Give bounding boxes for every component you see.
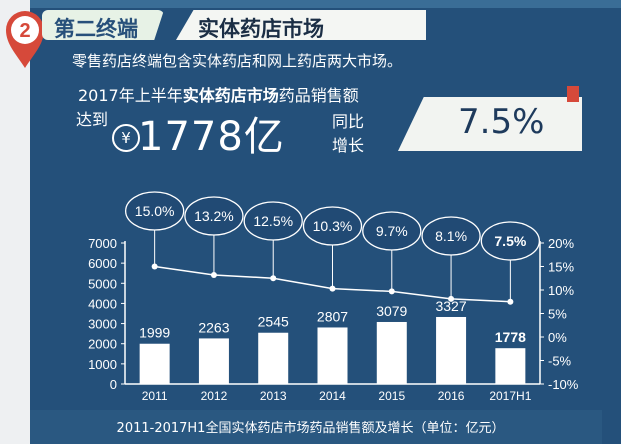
bar-value-label: 3079 — [376, 303, 407, 319]
left-tick-label: 2000 — [88, 337, 117, 352]
yoy-label: 同比 — [332, 112, 365, 131]
top-strip — [30, 0, 621, 8]
left-tick-label: 4000 — [88, 296, 117, 311]
ribbon-icon — [567, 86, 579, 102]
right-tick-label: -10% — [548, 377, 579, 392]
growth-point — [329, 285, 336, 292]
growth-bubble — [480, 221, 541, 261]
x-tick-label: 2017H1 — [489, 389, 531, 403]
bar-value-label: 2807 — [317, 308, 348, 324]
growth-value-label: 9.7% — [376, 223, 408, 239]
section-title: 实体药店市场 — [198, 17, 324, 41]
growth-bubble — [421, 216, 481, 256]
section-number-badge: 2 — [6, 11, 44, 69]
x-tick-label: 2011 — [142, 389, 168, 403]
left-tick-label: 0 — [110, 377, 117, 392]
section-label-box: 第二终端 — [42, 10, 164, 40]
x-tick-label: 2016 — [438, 389, 465, 403]
x-tick-label: 2013 — [260, 389, 287, 403]
growth-point — [270, 275, 277, 282]
headline-suffix: 药品销售额 — [278, 86, 359, 105]
growth-bubble — [302, 206, 363, 246]
growth-value-label: 13.2% — [194, 208, 234, 224]
bar — [376, 321, 407, 384]
headline-bold: 实体药店市场 — [182, 86, 279, 105]
growth-value-label: 12.5% — [253, 213, 293, 229]
right-tick-label: 0% — [548, 330, 567, 345]
x-tick-label: 2015 — [378, 389, 405, 403]
right-tick-label: 15% — [548, 260, 574, 275]
left-tick-label: 3000 — [88, 317, 117, 332]
bar-value-label: 1778 — [495, 329, 526, 345]
growth-point — [507, 298, 514, 305]
left-tick-label: 5000 — [88, 276, 117, 291]
growth-point — [210, 271, 217, 278]
x-tick-label: 2012 — [201, 389, 228, 403]
bar — [258, 332, 289, 384]
currency-icon: ¥ — [112, 124, 140, 152]
bar — [317, 327, 348, 384]
badge-inner-circle — [11, 16, 39, 44]
growth-point — [388, 288, 395, 295]
sales-amount: 1778亿 — [138, 114, 285, 160]
growth-bubble — [362, 211, 422, 251]
bar-value-label: 1999 — [139, 325, 170, 341]
bar — [198, 338, 229, 384]
right-tick-label: 5% — [548, 307, 567, 322]
bar — [495, 348, 526, 384]
left-tick-label: 6000 — [88, 256, 117, 271]
intro-text: 零售药店终端包含实体药店和网上药店两大市场。 — [72, 52, 403, 70]
right-tick-label: 10% — [548, 283, 574, 298]
section-label: 第二终端 — [54, 17, 138, 41]
growth-box: 7.5% — [398, 97, 582, 151]
headline-line: 2017年上半年实体药店市场药品销售额 — [78, 82, 359, 106]
headline-prefix: 2017年上半年 — [78, 86, 183, 105]
left-tick-label: 1000 — [88, 357, 117, 372]
growth-bubble — [243, 201, 303, 241]
reach-text: 达到 — [76, 110, 109, 129]
growth-value-label: 15.0% — [135, 203, 175, 219]
growth-label: 增长 — [332, 136, 365, 155]
bar — [436, 316, 467, 384]
bar-value-label: 2545 — [258, 314, 289, 330]
growth-value-label: 10.3% — [313, 218, 353, 234]
growth-bubble — [124, 191, 185, 231]
chart-caption: 2011-2017H1全国实体药店市场药品销售额及增长（单位：亿元） — [116, 421, 505, 436]
growth-value-label: 8.1% — [435, 228, 467, 244]
x-tick-label: 2014 — [319, 389, 346, 403]
section-number: 2 — [19, 20, 30, 42]
caption-bar — [30, 410, 602, 444]
right-tick-label: 20% — [548, 236, 574, 251]
section-title-box: 实体药店市场 — [176, 10, 426, 40]
bar-value-label: 2263 — [198, 319, 229, 335]
growth-bubble — [184, 196, 244, 236]
right-tick-label: -5% — [548, 354, 572, 369]
growth-value: 7.5% — [458, 102, 545, 142]
bar — [139, 343, 170, 384]
growth-value-label: 7.5% — [494, 233, 526, 249]
growth-point — [151, 263, 158, 270]
left-tick-label: 7000 — [88, 236, 117, 251]
bar-value-label: 3327 — [435, 298, 466, 314]
growth-point — [448, 295, 455, 302]
